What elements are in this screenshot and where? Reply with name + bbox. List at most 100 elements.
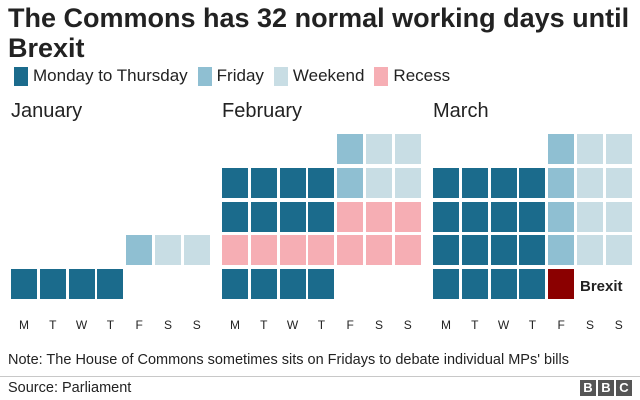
day-cell-friday [548,134,575,164]
day-cell-weekend [394,134,421,164]
day-cell-monday-to-thursday [490,167,517,198]
day-cell-weekend [605,201,632,232]
day-cell-weekend [605,235,632,266]
month-label-january: January [11,100,83,122]
legend-item-monday-to-thursday: Monday to Thursday [14,66,188,86]
weekday-label: S [403,318,412,332]
day-cell-monday-to-thursday [11,269,37,299]
day-cell-recess [366,201,392,232]
day-cell-weekend [155,235,181,266]
day-cell-friday [548,167,575,198]
weekday-label: W [286,318,299,332]
day-cell-weekend [605,167,632,198]
day-cell-weekend [577,201,603,232]
day-cell-monday-to-thursday [433,269,459,299]
bbc-logo-letter: B [598,380,614,396]
day-cell-monday-to-thursday [279,167,306,198]
legend-label: Recess [393,66,451,85]
day-cell-monday-to-thursday [490,269,517,299]
day-cell-recess [337,201,364,232]
day-cell-monday-to-thursday [39,269,66,299]
day-cell-monday-to-thursday [519,235,546,266]
day-cell-recess [222,235,248,266]
day-cell-monday-to-thursday [222,167,248,198]
weekday-label: F [557,318,565,332]
legend-swatch [374,66,389,86]
day-cell-monday-to-thursday [250,167,277,198]
weekday-label: M [441,318,451,332]
footer-divider [0,376,640,377]
day-cell-monday-to-thursday [519,269,546,299]
day-cell-monday-to-thursday [433,235,459,266]
weekday-label: S [614,318,623,332]
day-cell-monday-to-thursday [490,235,517,266]
day-cell-friday [548,201,575,232]
legend-item-friday: Friday [197,66,264,86]
weekday-label: F [346,318,354,332]
legend-label: Friday [216,66,264,85]
weekday-label: T [471,318,479,332]
weekday-label: T [106,318,115,332]
day-cell-friday [548,235,575,266]
day-cell-weekend [366,167,392,198]
weekday-label: W [75,318,88,332]
day-cell-monday-to-thursday [461,235,488,266]
weekday-label: S [374,318,383,332]
day-cell-recess [308,235,335,266]
day-cell-weekend [366,134,392,164]
chart-title: The Commons has 32 normal working days u… [8,3,630,63]
bbc-logo-letter: C [616,380,632,396]
day-cell-monday-to-thursday [68,269,95,299]
bbc-logo: B B C [578,380,632,396]
day-cell-brexit [548,269,575,299]
legend: Monday to Thursday Friday Weekend Recess [14,66,460,86]
day-cell-monday-to-thursday [433,167,459,198]
legend-label: Weekend [292,66,365,85]
brexit-annotation: Brexit [580,278,623,295]
weekday-label: S [163,318,172,332]
legend-label: Monday to Thursday [33,66,188,85]
day-cell-weekend [577,167,603,198]
day-cell-recess [394,201,421,232]
day-cell-monday-to-thursday [279,201,306,232]
day-cell-monday-to-thursday [279,269,306,299]
source-text: Source: Parliament [8,380,132,396]
day-cell-monday-to-thursday [250,201,277,232]
day-cell-monday-to-thursday [308,167,335,198]
bbc-logo-letter: B [580,380,596,396]
weekday-label: T [528,318,537,332]
day-cell-monday-to-thursday [97,269,124,299]
legend-item-recess: Recess [374,66,450,86]
day-cell-monday-to-thursday [433,201,459,232]
weekday-label: M [230,318,240,332]
day-cell-weekend [394,167,421,198]
day-cell-friday [337,167,364,198]
day-cell-weekend [183,235,210,266]
day-cell-monday-to-thursday [222,269,248,299]
weekday-label: S [585,318,594,332]
month-label-february: February [222,100,303,122]
weekday-label: W [497,318,510,332]
legend-swatch [197,66,212,86]
month-label-march: March [433,100,489,122]
day-cell-weekend [577,134,603,164]
legend-swatch [273,66,288,86]
day-cell-monday-to-thursday [490,201,517,232]
day-cell-recess [337,235,364,266]
weekday-label: T [317,318,326,332]
day-cell-monday-to-thursday [461,201,488,232]
day-cell-recess [394,235,421,266]
day-cell-monday-to-thursday [222,201,248,232]
day-cell-recess [366,235,392,266]
day-cell-monday-to-thursday [461,167,488,198]
day-cell-recess [279,235,306,266]
weekday-label: S [192,318,201,332]
day-cell-friday [337,134,364,164]
day-cell-recess [250,235,277,266]
weekday-label: T [49,318,57,332]
day-cell-monday-to-thursday [250,269,277,299]
day-cell-friday [126,235,153,266]
weekday-label: T [260,318,268,332]
footnote: Note: The House of Commons sometimes sit… [8,352,569,368]
day-cell-weekend [605,134,632,164]
